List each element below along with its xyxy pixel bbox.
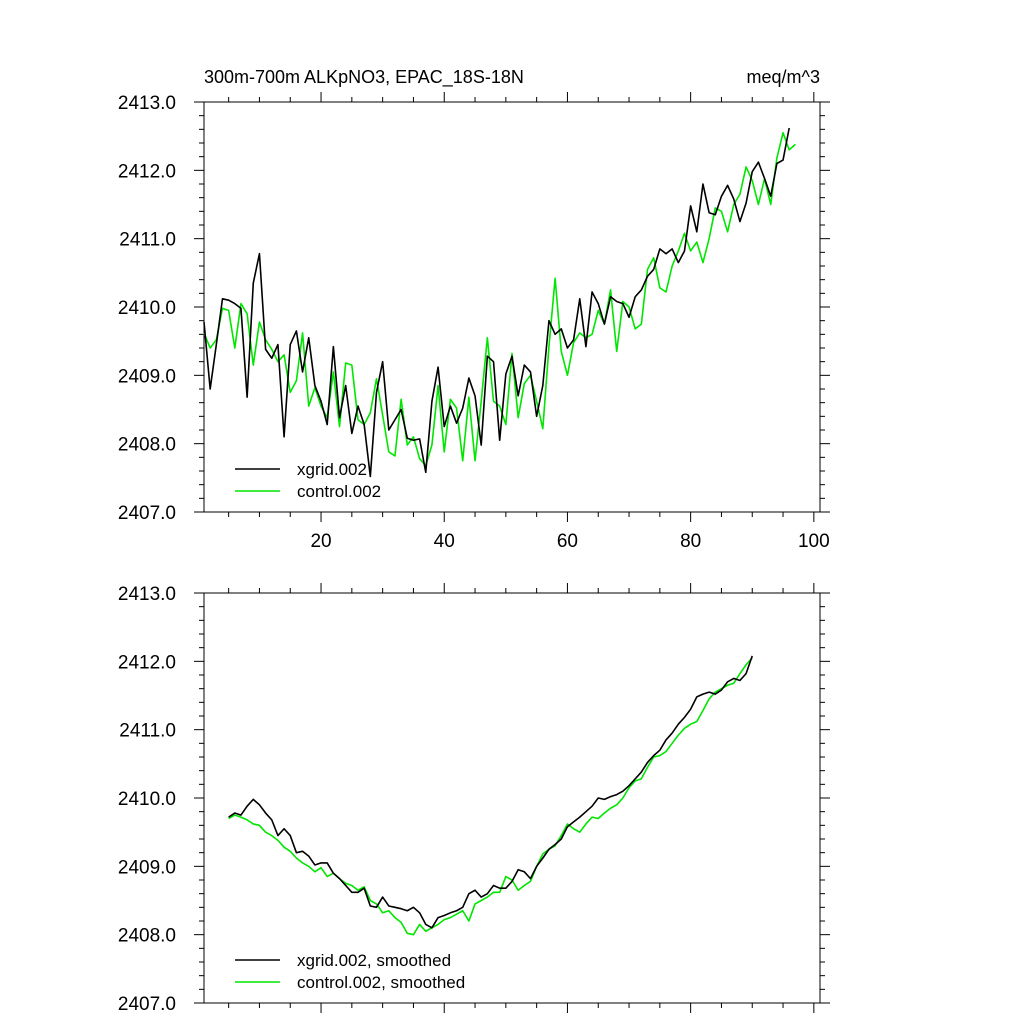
y-tick-label: 2407.0	[118, 994, 176, 1015]
y-tick-label: 2413.0	[118, 93, 176, 114]
y-tick-label: 2409.0	[118, 857, 176, 878]
x-tick-label: 80	[680, 531, 701, 552]
plot-frame	[203, 592, 821, 1004]
chart-title: 300m-700m ALKpNO3, EPAC_18S-18N	[204, 67, 524, 88]
legend-label: control.002, smoothed	[297, 973, 465, 992]
top-chart-panel: 300m-700m ALKpNO3, EPAC_18S-18N meq/m^3 …	[118, 67, 830, 552]
legend-label: xgrid.002	[297, 460, 367, 479]
x-tick-label: 20	[310, 531, 331, 552]
y-tick-label: 2408.0	[118, 435, 176, 456]
y-tick-label: 2410.0	[118, 298, 176, 319]
x-tick-label: 100	[798, 531, 830, 552]
y-tick-label: 2411.0	[119, 721, 176, 742]
y-tick-label: 2410.0	[118, 789, 176, 810]
x-tick-label: 40	[434, 531, 455, 552]
y-tick-label: 2407.0	[118, 503, 176, 524]
units-label: meq/m^3	[747, 67, 820, 87]
y-tick-label: 2409.0	[118, 366, 176, 387]
series-line-1	[203, 131, 796, 467]
y-tick-label: 2412.0	[118, 652, 176, 673]
y-tick-label: 2408.0	[118, 926, 176, 947]
y-tick-label: 2412.0	[118, 161, 176, 182]
series-line-0	[203, 127, 790, 478]
x-tick-label: 60	[557, 531, 578, 552]
series-line-0	[228, 655, 753, 929]
y-tick-label: 2411.0	[119, 230, 176, 251]
series-line-1	[228, 657, 753, 936]
legend-label: control.002	[297, 482, 381, 501]
bottom-chart-panel: 2407.0 2408.0 2409.0 2410.0 2411.0 2412.0 2413…	[118, 583, 830, 1015]
y-tick-label: 2413.0	[118, 584, 176, 605]
legend-label: xgrid.002, smoothed	[297, 951, 451, 970]
plot-frame	[203, 101, 821, 513]
